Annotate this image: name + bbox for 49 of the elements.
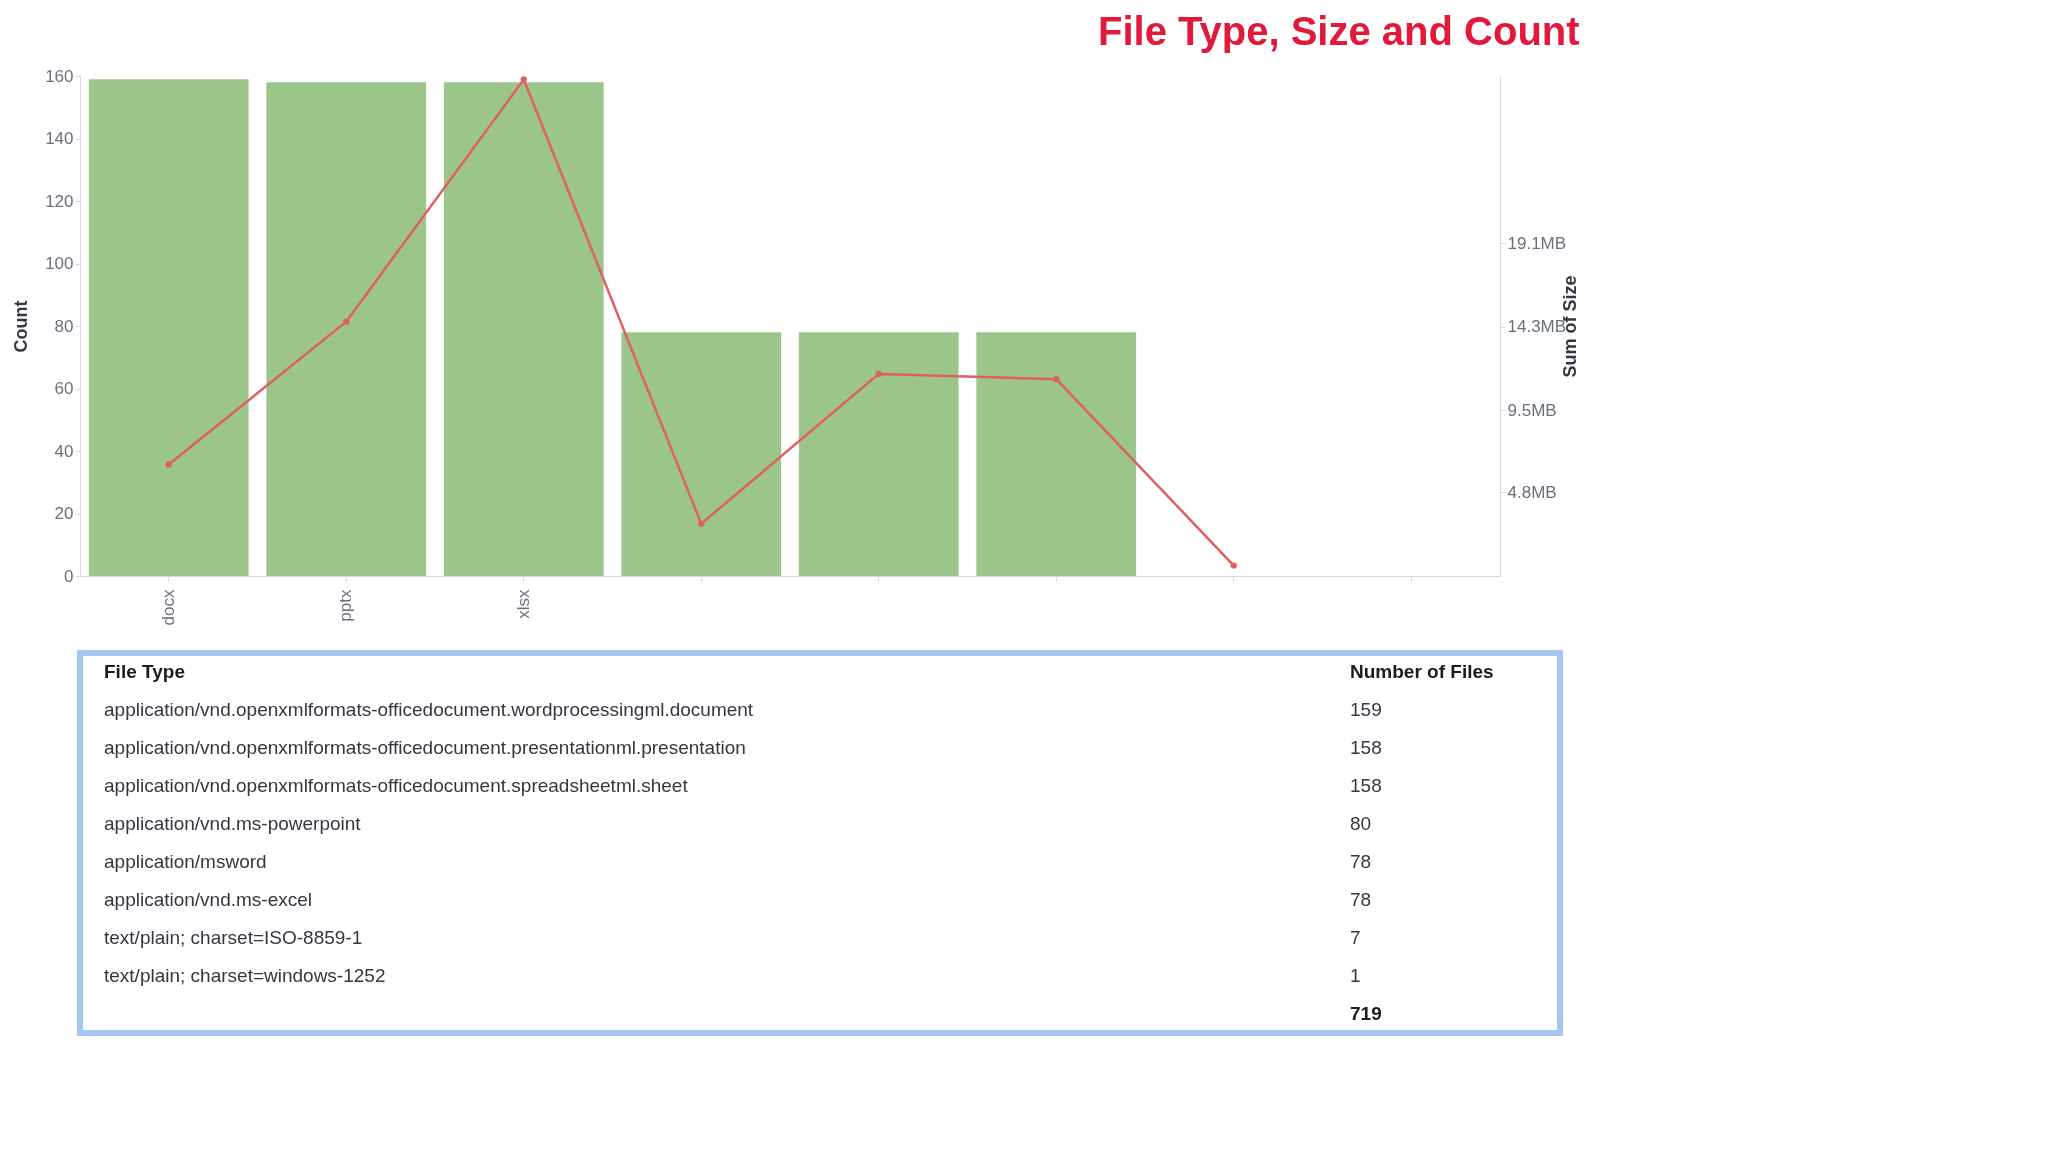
point	[165, 461, 172, 468]
x-tick-label: docx	[158, 589, 178, 626]
data-label: 78	[1350, 889, 1372, 910]
data-label: 159	[1350, 699, 1382, 720]
category-label: application/vnd.ms-powerpoint	[104, 813, 362, 834]
point	[1230, 562, 1237, 569]
y-axis-title: Count	[11, 300, 32, 353]
text: File Type	[104, 661, 185, 682]
data-label: 1	[1350, 965, 1361, 986]
category-label: application/vnd.ms-excel	[104, 889, 313, 910]
bar	[621, 332, 782, 576]
data-label: 80	[1350, 813, 1372, 834]
x-tick-label: xlsx	[513, 589, 533, 619]
category-label: text/plain; charset=ISO-8859-1	[104, 927, 363, 948]
y2-tick-label: 9.5MB	[1507, 400, 1557, 420]
category-label: application/vnd.openxmlformats-officedocument.wordprocessingml.document	[104, 699, 754, 720]
category-label: application/vnd.openxmlformats-officedocument.spreadsheetml.sheet	[104, 775, 689, 796]
data-label: 158	[1350, 775, 1382, 796]
bar	[798, 332, 959, 576]
y-tick-label: 80	[54, 316, 74, 336]
y-tick-label: 100	[45, 254, 74, 273]
text: Number of Files	[1350, 661, 1494, 682]
bar	[443, 82, 604, 576]
point	[520, 76, 527, 83]
category-label: application/msword	[104, 851, 267, 872]
bar	[88, 79, 249, 576]
bar	[976, 332, 1137, 576]
y-tick-label: 160	[45, 66, 74, 86]
y-tick-label: 120	[45, 191, 74, 211]
data-label: 78	[1350, 851, 1372, 872]
data-label: 7	[1350, 927, 1361, 948]
y-tick-label: 40	[54, 441, 74, 461]
y-tick-label: 0	[64, 566, 74, 586]
point	[343, 318, 350, 325]
category-label: application/vnd.openxmlformats-officedocument.presentationml.presentation	[104, 737, 746, 758]
x-tick-label: pptx	[336, 589, 356, 622]
y2-tick-label: 19.1MB	[1507, 233, 1567, 253]
y-tick-label: 140	[45, 129, 74, 148]
point	[698, 520, 705, 527]
point	[875, 370, 882, 378]
bar	[266, 82, 427, 576]
category-label: text/plain; charset=windows-1252	[104, 965, 386, 986]
chart-title: File Type, Size and Count	[1098, 9, 1580, 53]
y-tick-label: 20	[54, 504, 74, 523]
point	[1053, 375, 1060, 383]
y-tick-label: 60	[54, 379, 74, 398]
text: 719	[1350, 1003, 1382, 1024]
y2-tick-label: 4.8MB	[1507, 482, 1557, 502]
data-label: 158	[1350, 737, 1382, 758]
